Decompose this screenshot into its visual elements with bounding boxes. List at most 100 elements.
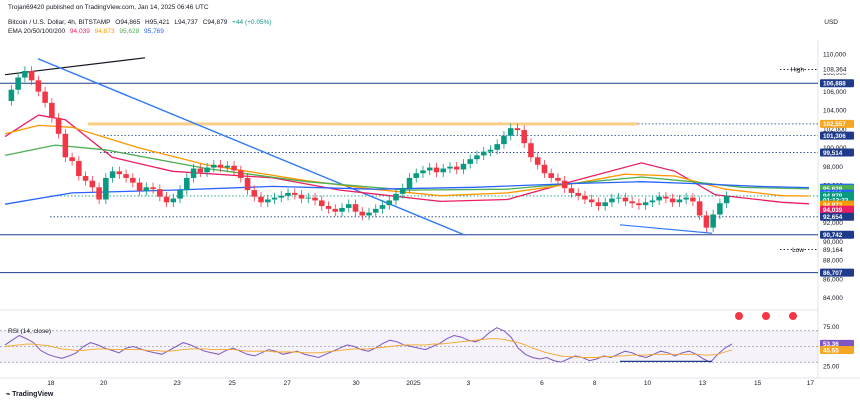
candle-body xyxy=(615,197,622,199)
candle-body xyxy=(561,180,568,189)
candle-body xyxy=(582,195,588,200)
candle-body xyxy=(271,197,278,200)
level-tag-bg xyxy=(820,119,854,128)
open-value: O94,865 xyxy=(115,19,141,26)
time-tick-label: 8 xyxy=(593,380,597,387)
candle-body xyxy=(258,196,264,203)
candle-body xyxy=(244,177,251,191)
candle-body xyxy=(683,197,689,200)
candle-body xyxy=(480,151,487,156)
candle-body xyxy=(42,91,48,103)
candle-body xyxy=(413,173,420,178)
candle-body xyxy=(278,195,285,198)
candle-body xyxy=(386,200,393,206)
time-tick-label: 27 xyxy=(284,380,292,387)
price-tick-label: 102,000 xyxy=(823,126,847,133)
candle-body xyxy=(433,167,440,173)
level-tag-bg xyxy=(820,65,854,74)
price-tick-label: 86,000 xyxy=(823,276,843,283)
time-tick-label: 17 xyxy=(807,380,815,387)
candle-body xyxy=(426,167,433,171)
candle-body xyxy=(238,170,244,178)
ema100-value: 95,628 xyxy=(119,28,140,35)
price-tick-label: 84,000 xyxy=(823,295,843,302)
level-name-label: High xyxy=(791,67,805,74)
candle-body xyxy=(379,205,386,209)
price-tick-label: 90,000 xyxy=(823,239,843,246)
candle-body xyxy=(406,177,413,189)
candle-body xyxy=(717,203,723,215)
candle-body xyxy=(339,207,345,212)
candle-body xyxy=(298,194,305,199)
level-tag-bg xyxy=(820,205,854,214)
level-tag-label: 108,364 xyxy=(823,67,847,74)
level-tag-bg xyxy=(820,212,854,221)
candle-body xyxy=(534,157,541,165)
candle-body xyxy=(359,211,366,216)
level-tag-label: 92,654 xyxy=(823,214,843,221)
candle-body xyxy=(69,157,75,162)
level-tag-label: 102,557 xyxy=(823,121,846,128)
level-tag-label: 90,742 xyxy=(823,232,843,239)
candle-body xyxy=(217,164,224,168)
candle-body xyxy=(602,202,608,207)
level-tag-bg xyxy=(820,148,854,157)
candle-body xyxy=(663,196,669,199)
candle-body xyxy=(62,133,69,158)
candle-body xyxy=(528,143,534,158)
candle-body xyxy=(170,198,177,203)
candle-body xyxy=(696,201,703,216)
candle-body xyxy=(265,199,271,203)
time-tick-label: 13 xyxy=(699,380,707,387)
ema-line xyxy=(4,144,810,191)
candle-body xyxy=(723,195,730,204)
symbol-label[interactable]: Bitcoin / U.S. Dollar, 4h, BITSTAMP xyxy=(8,19,111,26)
level-tag-label: 86,707 xyxy=(823,270,843,277)
upper-trendline xyxy=(4,57,146,76)
level-tag-label: 94,039 xyxy=(823,207,843,214)
event-flag-icon xyxy=(761,311,771,321)
ema20-value: 94,039 xyxy=(69,28,90,35)
candle-body xyxy=(116,171,123,175)
brand-name: TradingView xyxy=(12,391,54,398)
ema50-value: 94,873 xyxy=(94,28,115,35)
candle-body xyxy=(184,177,190,191)
candle-body xyxy=(103,177,109,200)
time-tick-label: 30 xyxy=(352,380,360,387)
candle-body xyxy=(514,128,521,131)
rsi-legend-label: RSI (14, close) xyxy=(8,328,51,335)
candle-body xyxy=(109,171,116,178)
candle-body xyxy=(345,204,352,208)
rsi-tick-label: 75.00 xyxy=(823,324,840,331)
candle-body xyxy=(372,208,379,213)
price-tick-label: 104,000 xyxy=(823,108,847,115)
level-tag-bg xyxy=(820,79,854,88)
candle-body xyxy=(575,192,581,196)
time-tick-label: 15 xyxy=(754,380,762,387)
candle-body xyxy=(609,198,615,203)
close-value: C94,879 xyxy=(202,19,228,26)
rsi-tick-label: 25.00 xyxy=(823,363,840,370)
level-tag-label: 89,164 xyxy=(823,247,843,254)
candle-body xyxy=(494,144,500,150)
candle-body xyxy=(474,155,480,160)
price-tick-label: 110,000 xyxy=(823,51,846,58)
time-tick-label: 10 xyxy=(644,380,652,387)
currency-label[interactable]: USD xyxy=(824,19,838,26)
candle-body xyxy=(453,166,460,170)
candle-body xyxy=(28,70,35,81)
candle-body xyxy=(49,102,55,118)
candle-body xyxy=(399,188,406,194)
level-tag-label: 106,888 xyxy=(823,81,846,88)
ema-legend[interactable]: EMA 20/50/100/200 94,039 94,873 95,628 9… xyxy=(8,28,167,35)
candle-body xyxy=(352,204,359,212)
price-tick-label: 106,000 xyxy=(823,89,847,96)
price-tick-label: 108,000 xyxy=(823,70,847,77)
level-tag-bg xyxy=(820,245,854,254)
candle-body xyxy=(555,177,561,181)
descending-trendline xyxy=(37,58,466,236)
candle-body xyxy=(332,208,339,212)
candle-body xyxy=(76,161,82,177)
level-name-label: Low xyxy=(792,247,804,254)
